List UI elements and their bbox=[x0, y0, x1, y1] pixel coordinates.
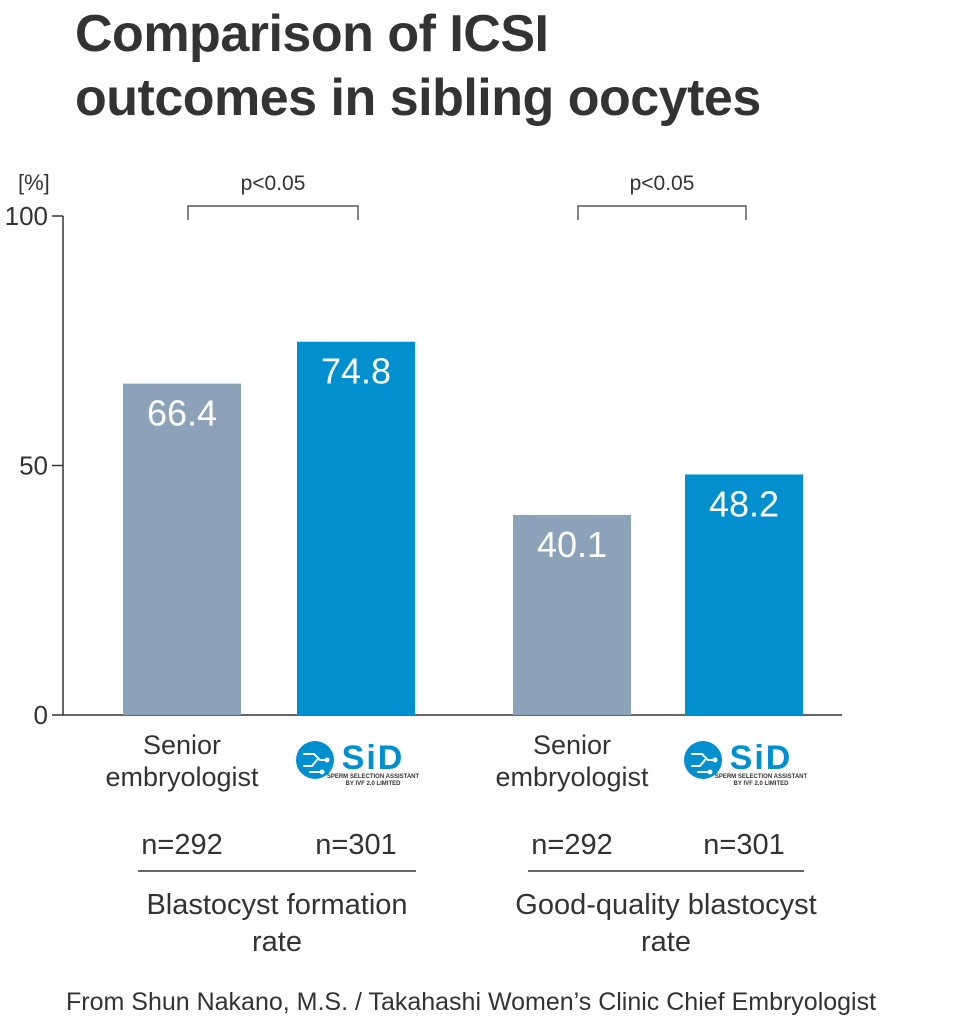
bar-1-senior bbox=[123, 383, 241, 715]
bar-value-label: 48.2 bbox=[709, 483, 779, 524]
sid-logo-subtitle-1: SPERM SELECTION ASSISTANT bbox=[715, 774, 808, 780]
source-credit: From Shun Nakano, M.S. / Takahashi Women… bbox=[66, 988, 877, 1016]
bar-chart: [%]05010066.4Seniorembryologistn=29274.8… bbox=[5, 170, 842, 958]
chart-title-line-2: outcomes in sibling oocytes bbox=[75, 69, 761, 127]
group-label: rate bbox=[252, 926, 302, 958]
sid-logo-subtitle-1: SPERM SELECTION ASSISTANT bbox=[327, 774, 420, 780]
category-label: embryologist bbox=[495, 762, 649, 792]
bar-value-label: 40.1 bbox=[537, 524, 607, 565]
y-tick-label-50: 50 bbox=[19, 451, 48, 481]
sid-logo-subtitle-2: BY IVF 2.0 LIMITED bbox=[734, 781, 790, 787]
group-label: Good-quality blastocyst bbox=[515, 889, 816, 921]
group-label: Blastocyst formation bbox=[146, 889, 407, 921]
sid-logo-wordmark: SiD bbox=[342, 739, 405, 777]
bar-2-sid bbox=[685, 474, 803, 715]
category-label: embryologist bbox=[105, 762, 259, 792]
significance-bracket bbox=[577, 205, 747, 220]
sid-logo-emblem-icon bbox=[684, 741, 722, 779]
sample-size-label: n=292 bbox=[531, 829, 612, 861]
p-value-label: p<0.05 bbox=[630, 172, 695, 195]
bar-value-label: 66.4 bbox=[147, 393, 217, 434]
sid-logo-subtitle-2: BY IVF 2.0 LIMITED bbox=[346, 781, 402, 787]
significance-bracket bbox=[187, 205, 359, 220]
chart-title: Comparison of ICSI outcomes in sibling o… bbox=[75, 2, 761, 130]
bar-1-sid bbox=[297, 341, 415, 715]
sid-logo-wordmark: SiD bbox=[730, 739, 793, 777]
sample-size-label: n=301 bbox=[703, 829, 784, 861]
sid-logo-node-icon bbox=[707, 769, 713, 775]
y-tick-label-100: 100 bbox=[5, 201, 48, 231]
group-label: rate bbox=[641, 926, 691, 958]
sid-logo-node-icon bbox=[319, 769, 325, 775]
sid-logo-emblem-icon bbox=[296, 741, 334, 779]
y-axis-unit-label: [%] bbox=[18, 170, 50, 195]
category-label: Senior bbox=[143, 730, 221, 760]
chart-title-line-1: Comparison of ICSI bbox=[75, 5, 549, 63]
y-tick-label-0: 0 bbox=[34, 700, 48, 730]
sid-logo-node-icon bbox=[712, 757, 718, 763]
bar-2-senior bbox=[513, 514, 631, 715]
p-value-label: p<0.05 bbox=[241, 172, 306, 195]
sample-size-label: n=292 bbox=[141, 829, 222, 861]
bar-value-label: 74.8 bbox=[321, 351, 391, 392]
sid-logo-node-icon bbox=[324, 757, 330, 763]
sample-size-label: n=301 bbox=[315, 829, 396, 861]
category-label: Senior bbox=[533, 730, 611, 760]
